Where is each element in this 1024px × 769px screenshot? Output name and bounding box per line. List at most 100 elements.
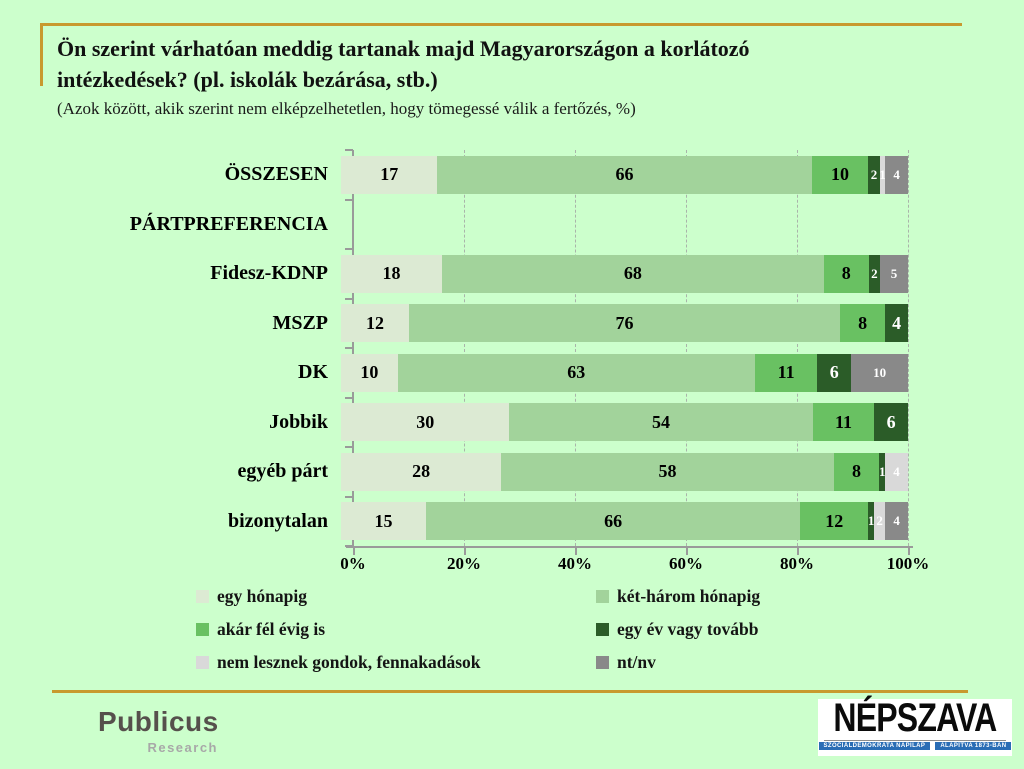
x-axis-tick-label: 100% [886, 554, 930, 573]
category-label: MSZP [272, 311, 328, 334]
gold-rule-left [40, 23, 43, 86]
bar-segment: 2 [868, 254, 880, 293]
bar-segment: 28 [341, 452, 502, 491]
x-axis-tick-label: 60% [669, 554, 703, 573]
legend-item: akár fél évig is [196, 617, 596, 642]
category-label: egyéb párt [237, 460, 328, 483]
x-axis-tick-label: 80% [780, 554, 814, 573]
bar-value-label: 6 [886, 411, 896, 432]
legend-swatch-icon [596, 623, 609, 636]
chart-row: MSZP 12 76 8 4 [0, 299, 909, 349]
x-axis-tick [686, 548, 688, 555]
bar-value-label: 15 [374, 510, 393, 531]
chart-row: bizonytalan 15 66 12 1 2 4 [0, 497, 909, 547]
bar-segment: 10 [811, 155, 869, 194]
stacked-bar: 28 58 8 1 4 [341, 452, 908, 491]
nepszava-tagline-left: SZOCIÁLDEMOKRATA NAPILAP [818, 742, 931, 750]
bar-value-label: 10 [873, 364, 887, 380]
legend-label: két-három hónapig [617, 586, 761, 606]
bar-value-label: 10 [360, 362, 379, 383]
x-axis-tick [908, 548, 910, 555]
bar-segment: 4 [885, 502, 909, 541]
stacked-bar: 30 54 11 6 [341, 403, 909, 442]
bar-segment: 30 [341, 403, 510, 442]
bar-segment: 1 [878, 452, 886, 491]
bar-value-label: 58 [658, 461, 677, 482]
chart-rows: ÖSSZESEN 17 66 10 2 1 4 PÁRTPREFERENCIA Fidesz-K… [0, 150, 909, 547]
legend-item: nem lesznek gondok, fennakadások [196, 650, 596, 675]
nepszava-tagline-right: ALAPÍTVA 1873-BAN [935, 742, 1012, 750]
chart-row: Fidesz-KDNP 18 68 8 2 5 [0, 249, 908, 299]
chart-row: egyéb párt 28 58 8 1 4 [0, 447, 908, 497]
bar-segment: 66 [426, 502, 801, 541]
bar-segment: 1 [879, 155, 886, 194]
chart-row: DK 10 63 11 6 10 [0, 348, 908, 398]
bar-segment: 1 [868, 502, 874, 541]
publicus-logo: Publicus Research [18, 698, 248, 764]
bar-value-label: 68 [623, 263, 642, 284]
legend-label: nt/nv [617, 652, 656, 672]
x-axis-tick-label: 20% [447, 554, 481, 573]
y-axis-tick [345, 396, 353, 399]
gridline [575, 150, 576, 546]
legend-label: nem lesznek gondok, fennakadások [217, 652, 481, 672]
bar-value-label: 4 [893, 463, 900, 479]
gridline [797, 150, 798, 546]
bar-value-label: 8 [858, 312, 868, 333]
bar-segment: 2 [873, 502, 886, 541]
bar-value-label: 2 [871, 265, 878, 281]
legend-item: egy év vagy tovább [596, 617, 916, 642]
bar-segment: 8 [823, 254, 869, 293]
x-axis-tick [464, 548, 466, 555]
y-axis-tick [345, 198, 353, 201]
bar-segment: 6 [874, 403, 909, 442]
bar-value-label: 6 [829, 362, 839, 383]
stacked-bar: 17 66 10 2 1 4 [341, 155, 909, 194]
bar-segment: 68 [442, 254, 824, 293]
chart-subtitle: (Azok között, akik szerint nem elképzelh… [57, 99, 636, 118]
x-axis-tick [353, 548, 355, 555]
bar-segment: 12 [800, 502, 869, 541]
bar-value-label: 4 [892, 312, 902, 333]
chart-title: Ön szerint várhatóan meddig tartanak maj… [57, 36, 750, 92]
y-axis-tick [345, 248, 353, 250]
bar-segment: 11 [754, 353, 818, 392]
bar-value-label: 28 [412, 461, 431, 482]
x-axis-labels: 0% 20% 40% 60% 80% 100% [340, 554, 929, 576]
bar-value-label: 66 [604, 510, 623, 531]
bar-segment: 8 [833, 452, 880, 491]
bar-segment: 2 [868, 155, 880, 194]
category-label: Fidesz-KDNP [210, 262, 328, 285]
bar-value-label: 1 [878, 463, 886, 479]
bar-value-label: 12 [825, 510, 844, 531]
bar-value-label: 12 [366, 312, 385, 333]
bar-value-label: 10 [830, 164, 849, 185]
bar-value-label: 5 [890, 265, 898, 281]
bar-value-label: 63 [567, 362, 586, 383]
category-label: DK [298, 361, 328, 384]
bar-value-label: 8 [851, 461, 861, 482]
bar-segment: 4 [885, 452, 908, 491]
bar-segment: 76 [409, 304, 840, 343]
legend-swatch-icon [196, 590, 209, 603]
category-label: PÁRTPREFERENCIA [129, 212, 328, 235]
y-axis-tick [345, 149, 353, 151]
bar-segment: 11 [812, 403, 875, 442]
bar-value-label: 18 [382, 263, 401, 284]
y-axis-tick [345, 446, 353, 448]
bar-value-label: 4 [893, 513, 900, 529]
y-axis-tick [345, 495, 353, 498]
bar-value-label: 11 [777, 362, 795, 383]
stacked-bar: 18 68 8 2 5 [341, 254, 908, 293]
bar-segment: 6 [817, 353, 852, 392]
y-axis-tick [345, 347, 353, 349]
legend-swatch-icon [196, 623, 209, 636]
bar-segment: 8 [839, 304, 886, 343]
legend-swatch-icon [596, 656, 609, 669]
bar-segment: 10 [851, 353, 908, 392]
bar-value-label: 1 [879, 166, 886, 182]
bar-segment: 63 [397, 353, 755, 392]
bar-value-label: 17 [380, 164, 399, 185]
nepszava-logo: NÉPSZAVA SZOCIÁLDEMOKRATA NAPILAP ALAPÍT… [818, 696, 1012, 756]
